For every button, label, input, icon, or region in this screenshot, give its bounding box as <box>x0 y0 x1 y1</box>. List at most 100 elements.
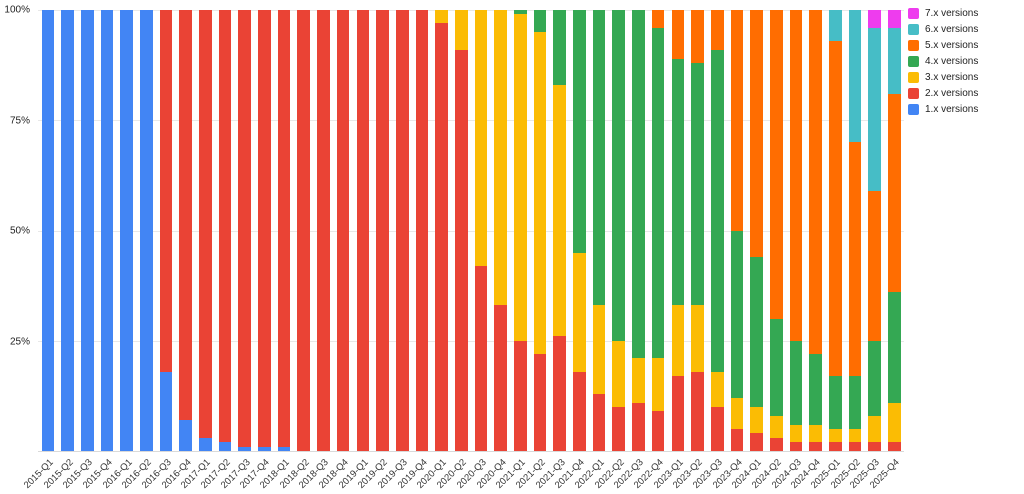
gridline <box>38 340 904 342</box>
bar-segment-3.x <box>533 32 547 354</box>
bar-segment-4.x <box>592 10 606 306</box>
bar-segment-1.x <box>218 442 232 451</box>
bar-segment-6.x <box>848 10 862 143</box>
legend-item-7.x: 7.x versions <box>908 8 1020 19</box>
bar-segment-4.x <box>789 340 803 425</box>
bar-2019-Q3 <box>392 10 412 451</box>
bar-2021-Q1 <box>511 10 531 451</box>
y-axis: 25% 50% 75% 100% <box>0 5 34 452</box>
bar-segment-3.x <box>809 424 822 443</box>
bar-2025-Q2 <box>845 10 865 451</box>
bar-segment-2.x <box>238 10 252 447</box>
bars-container <box>38 10 904 451</box>
bar-2022-Q4 <box>648 10 668 451</box>
bar-segment-6.x <box>868 27 882 191</box>
bar-segment-4.x <box>769 318 783 416</box>
bar-segment-3.x <box>888 402 901 443</box>
bar-segment-3.x <box>454 10 468 50</box>
bar-segment-5.x <box>789 10 803 341</box>
bar-segment-2.x <box>671 376 685 451</box>
bar-segment-2.x <box>336 10 350 451</box>
bar-2016-Q3 <box>156 10 176 451</box>
bar-2015-Q1 <box>38 10 58 451</box>
bar-segment-3.x <box>514 14 527 341</box>
bar-segment-4.x <box>750 256 763 407</box>
bar-segment-2.x <box>730 428 744 451</box>
bar-segment-5.x <box>671 10 685 59</box>
bar-segment-2.x <box>277 10 291 447</box>
legend-swatch-icon <box>908 40 919 51</box>
legend-item-2.x: 2.x versions <box>908 88 1020 99</box>
bar-segment-2.x <box>297 10 311 451</box>
bar-segment-4.x <box>632 10 645 359</box>
bar-segment-3.x <box>592 305 606 394</box>
bar-2020-Q3 <box>471 10 491 451</box>
bar-segment-3.x <box>691 305 704 372</box>
bar-segment-4.x <box>671 58 685 306</box>
bar-2020-Q1 <box>432 10 452 451</box>
bar-2025-Q3 <box>865 10 885 451</box>
bar-segment-1.x <box>139 10 153 451</box>
legend-swatch-icon <box>908 8 919 19</box>
legend-label: 3.x versions <box>925 72 979 83</box>
legend-swatch-icon <box>908 72 919 83</box>
bar-segment-2.x <box>533 353 547 451</box>
bar-segment-4.x <box>651 27 665 359</box>
bar-2017-Q2 <box>215 10 235 451</box>
bar-segment-3.x <box>789 424 803 443</box>
bar-2020-Q2 <box>451 10 471 451</box>
bar-segment-4.x <box>829 376 842 429</box>
bar-segment-5.x <box>868 190 882 341</box>
bar-segment-4.x <box>888 292 901 403</box>
bar-2018-Q1 <box>274 10 294 451</box>
legend-item-4.x: 4.x versions <box>908 56 1020 67</box>
bar-segment-2.x <box>494 305 507 451</box>
y-axis-tick-label: 25% <box>9 336 30 347</box>
legend-label: 2.x versions <box>925 88 979 99</box>
bar-segment-6.x <box>829 10 842 41</box>
bar-2021-Q3 <box>550 10 570 451</box>
bar-segment-2.x <box>632 402 645 451</box>
bar-segment-1.x <box>61 10 74 451</box>
bar-segment-3.x <box>769 415 783 438</box>
bar-segment-5.x <box>750 10 763 257</box>
legend-label: 4.x versions <box>925 56 979 67</box>
bar-segment-2.x <box>356 10 370 451</box>
bar-segment-6.x <box>888 27 901 94</box>
bar-segment-3.x <box>494 10 507 306</box>
bar-segment-3.x <box>730 398 744 429</box>
bar-2019-Q1 <box>353 10 373 451</box>
bar-segment-2.x <box>179 10 192 421</box>
bar-segment-3.x <box>671 305 685 377</box>
bar-segment-2.x <box>651 411 665 451</box>
bar-2016-Q2 <box>136 10 156 451</box>
bar-segment-2.x <box>435 23 448 451</box>
bar-segment-4.x <box>809 354 822 425</box>
bar-segment-1.x <box>80 10 94 451</box>
bar-2017-Q3 <box>235 10 255 451</box>
bar-2018-Q3 <box>314 10 334 451</box>
bar-segment-5.x <box>809 10 822 355</box>
bar-2021-Q2 <box>530 10 550 451</box>
bar-2023-Q3 <box>707 10 727 451</box>
legend-label: 6.x versions <box>925 24 979 35</box>
x-axis: 2015-Q1 2015-Q2 2015-Q3 2015-Q4 2016-Q1 2016-… <box>22 454 904 494</box>
bar-segment-1.x <box>159 371 173 451</box>
bar-segment-1.x <box>120 10 133 451</box>
bar-segment-3.x <box>632 358 645 403</box>
bar-2024-Q2 <box>766 10 786 451</box>
bar-segment-3.x <box>651 358 665 412</box>
bar-segment-4.x <box>868 340 882 416</box>
bar-segment-2.x <box>395 10 409 451</box>
bar-segment-2.x <box>829 442 842 451</box>
plot-area <box>38 10 904 452</box>
bar-segment-2.x <box>573 371 586 451</box>
bar-segment-3.x <box>868 415 882 443</box>
bar-segment-4.x <box>533 10 547 33</box>
legend-swatch-icon <box>908 104 919 115</box>
legend-item-5.x: 5.x versions <box>908 40 1020 51</box>
bar-segment-2.x <box>514 340 527 451</box>
bar-segment-2.x <box>888 442 901 451</box>
bar-segment-1.x <box>258 446 271 451</box>
bar-2024-Q1 <box>747 10 767 451</box>
